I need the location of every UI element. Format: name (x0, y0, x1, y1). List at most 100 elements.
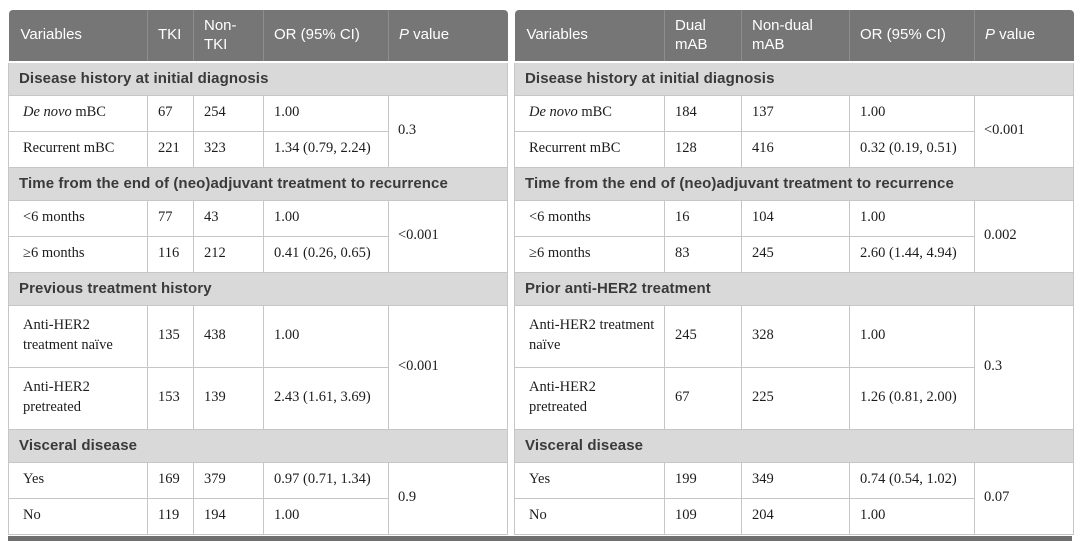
label-text: Variables (526, 26, 588, 44)
table-row: ≥6 months 83 245 2.60 (1.44, 4.94) (514, 235, 1074, 273)
p-value-cell: <0.001 (388, 199, 508, 273)
label-text: Anti-HER2 treatment naïve (23, 317, 113, 353)
count-col1-cell: 184 (664, 94, 742, 132)
table-row: ≥6 months 116 212 0.41 (0.26, 0.65) (8, 235, 508, 273)
label-text: OR (95% CI) (274, 26, 360, 44)
variable-cell: No (8, 497, 148, 535)
count-col1-cell: 16 (664, 199, 742, 237)
table-row: <6 months 16 104 1.00 0.002 (514, 199, 1074, 273)
table-row: Recurrent mBC 221 323 1.34 (0.79, 2.24) (8, 130, 508, 168)
column-header-1: Dual mAB (664, 10, 742, 63)
label-text: ≥6 months (529, 245, 591, 262)
odds-ratio-cell: 1.00 (849, 199, 975, 237)
variable-cell: No (514, 497, 665, 535)
label-text: No (23, 507, 41, 524)
count-col1-cell: 245 (664, 304, 742, 368)
table-row: Anti-HER2 pretreated 153 139 2.43 (1.61, 3.… (8, 366, 508, 430)
section-row: Prior anti-HER2 treatment (514, 271, 1074, 306)
label-text: Recurrent mBC (23, 140, 115, 157)
label-text: mBC (577, 104, 612, 121)
odds-ratio-cell: 0.97 (0.71, 1.34) (263, 461, 389, 499)
variable-em-text: P (399, 26, 410, 44)
count-col2-cell: 104 (741, 199, 850, 237)
label-text: No (529, 507, 547, 524)
univariate-table-mab: Variables Dual mAB Non-dual mAB OR (95% CI)… (514, 10, 1074, 535)
count-col1-cell: 221 (147, 130, 194, 168)
variable-cell: Yes (514, 461, 665, 499)
variable-em-text: De novo (23, 104, 72, 121)
section-title: Disease history at initial diagnosis (8, 61, 508, 96)
odds-ratio-cell: 1.00 (263, 497, 389, 535)
count-col1-cell: 119 (147, 497, 194, 535)
column-header-1: TKI (147, 10, 194, 63)
count-col2-cell: 323 (193, 130, 264, 168)
label-text: <6 months (529, 209, 591, 226)
variable-cell: Anti-HER2 pretreated (514, 366, 665, 430)
count-col2-cell: 254 (193, 94, 264, 132)
table-header: Variables TKI Non-TKI OR (95% CI) P value (8, 10, 508, 63)
variable-cell: <6 months (8, 199, 148, 237)
odds-ratio-cell: 1.26 (0.81, 2.00) (849, 366, 975, 430)
table-row: Yes 199 349 0.74 (0.54, 1.02) 0.07 (514, 461, 1074, 535)
count-col2-cell: 194 (193, 497, 264, 535)
univariate-table-tki: Variables TKI Non-TKI OR (95% CI) P value Dis… (8, 10, 508, 535)
count-col2-cell: 438 (193, 304, 264, 368)
odds-ratio-cell: 2.60 (1.44, 4.94) (849, 235, 975, 273)
odds-ratio-cell: 2.43 (1.61, 3.69) (263, 366, 389, 430)
count-col1-cell: 128 (664, 130, 742, 168)
odds-ratio-cell: 1.00 (263, 94, 389, 132)
odds-ratio-cell: 0.32 (0.19, 0.51) (849, 130, 975, 168)
variable-cell: <6 months (514, 199, 665, 237)
label-text: Anti-HER2 pretreated (23, 379, 90, 415)
label-text: TKI (158, 26, 182, 44)
label-text: Yes (23, 471, 45, 488)
p-value-cell: <0.001 (974, 94, 1074, 168)
count-col2-cell: 328 (741, 304, 850, 368)
odds-ratio-cell: 1.00 (849, 304, 975, 368)
section-title: Prior anti-HER2 treatment (514, 271, 1074, 306)
section-row: Previous treatment history (8, 271, 508, 306)
label-text: Non-dual mAB (752, 16, 813, 53)
table-row: No 119 194 1.00 (8, 497, 508, 535)
count-col2-cell: 204 (741, 497, 850, 535)
column-header-variables: Variables (8, 10, 148, 63)
label-text: Recurrent mBC (529, 140, 621, 157)
section-row: Disease history at initial diagnosis (514, 61, 1074, 96)
count-col2-cell: 137 (741, 94, 850, 132)
p-value-cell: 0.07 (974, 461, 1074, 535)
count-col2-cell: 416 (741, 130, 850, 168)
variable-em-text: P (985, 26, 996, 44)
section-row: Disease history at initial diagnosis (8, 61, 508, 96)
table-row: No 109 204 1.00 (514, 497, 1074, 535)
column-header-4: P value (974, 10, 1074, 63)
section-row: Time from the end of (neo)adjuvant treat… (8, 166, 508, 201)
table-bottom-border (8, 535, 1072, 541)
section-title: Visceral disease (8, 428, 508, 463)
odds-ratio-cell: 1.34 (0.79, 2.24) (263, 130, 389, 168)
header-row: Variables Dual mAB Non-dual mAB OR (95% CI)… (514, 10, 1074, 63)
section-title: Previous treatment history (8, 271, 508, 306)
section-row: Visceral disease (8, 428, 508, 463)
count-col2-cell: 379 (193, 461, 264, 499)
variable-cell: Recurrent mBC (514, 130, 665, 168)
label-text: mBC (71, 104, 106, 121)
section-row: Visceral disease (514, 428, 1074, 463)
section-title: Time from the end of (neo)adjuvant treat… (514, 166, 1074, 201)
table-row: Anti-HER2 pretreated 67 225 1.26 (0.81, 2.0… (514, 366, 1074, 430)
variable-cell: Anti-HER2 treatment naïve (514, 304, 665, 368)
variable-cell: Yes (8, 461, 148, 499)
count-col1-cell: 169 (147, 461, 194, 499)
column-header-3: OR (95% CI) (849, 10, 975, 63)
odds-ratio-cell: 0.74 (0.54, 1.02) (849, 461, 975, 499)
odds-ratio-cell: 0.41 (0.26, 0.65) (263, 235, 389, 273)
count-col1-cell: 153 (147, 366, 194, 430)
p-value-cell: 0.002 (974, 199, 1074, 273)
table-row: Anti-HER2 treatment naïve 135 438 1.00 <0.00… (8, 304, 508, 430)
header-row: Variables TKI Non-TKI OR (95% CI) P value (8, 10, 508, 63)
table-header: Variables Dual mAB Non-dual mAB OR (95% CI)… (514, 10, 1074, 63)
variable-cell: De novo mBC (8, 94, 148, 132)
table-row: Recurrent mBC 128 416 0.32 (0.19, 0.51) (514, 130, 1074, 168)
count-col1-cell: 77 (147, 199, 194, 237)
column-header-3: OR (95% CI) (263, 10, 389, 63)
label-text: ≥6 months (23, 245, 85, 262)
